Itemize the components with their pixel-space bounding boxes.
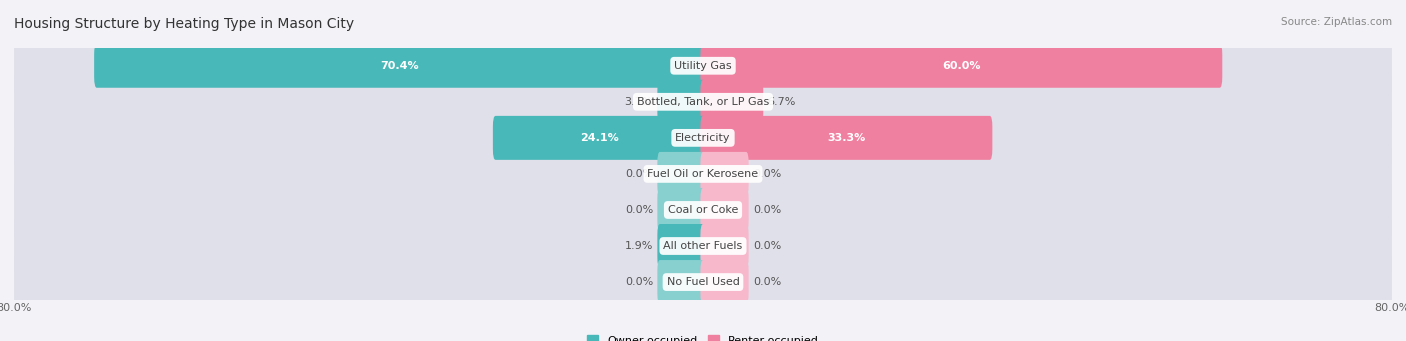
- Text: 0.0%: 0.0%: [624, 277, 652, 287]
- FancyBboxPatch shape: [700, 260, 748, 304]
- Text: 6.7%: 6.7%: [768, 97, 796, 107]
- FancyBboxPatch shape: [14, 109, 1392, 167]
- Text: 24.1%: 24.1%: [579, 133, 619, 143]
- FancyBboxPatch shape: [700, 80, 763, 124]
- FancyBboxPatch shape: [700, 116, 993, 160]
- Text: Fuel Oil or Kerosene: Fuel Oil or Kerosene: [647, 169, 759, 179]
- FancyBboxPatch shape: [658, 188, 706, 232]
- FancyBboxPatch shape: [494, 116, 706, 160]
- FancyBboxPatch shape: [14, 253, 1392, 311]
- FancyBboxPatch shape: [658, 224, 706, 268]
- FancyBboxPatch shape: [700, 224, 748, 268]
- FancyBboxPatch shape: [658, 260, 706, 304]
- FancyBboxPatch shape: [14, 73, 1392, 131]
- FancyBboxPatch shape: [658, 152, 706, 196]
- FancyBboxPatch shape: [700, 188, 748, 232]
- Text: 0.0%: 0.0%: [754, 277, 782, 287]
- Text: 0.0%: 0.0%: [754, 169, 782, 179]
- Text: Housing Structure by Heating Type in Mason City: Housing Structure by Heating Type in Mas…: [14, 17, 354, 31]
- Text: 0.0%: 0.0%: [624, 205, 652, 215]
- Text: 0.0%: 0.0%: [624, 169, 652, 179]
- Text: Utility Gas: Utility Gas: [675, 61, 731, 71]
- FancyBboxPatch shape: [14, 37, 1392, 94]
- FancyBboxPatch shape: [658, 80, 706, 124]
- Text: 0.0%: 0.0%: [754, 205, 782, 215]
- FancyBboxPatch shape: [14, 217, 1392, 275]
- Text: Bottled, Tank, or LP Gas: Bottled, Tank, or LP Gas: [637, 97, 769, 107]
- Text: Electricity: Electricity: [675, 133, 731, 143]
- FancyBboxPatch shape: [14, 145, 1392, 203]
- Legend: Owner-occupied, Renter-occupied: Owner-occupied, Renter-occupied: [582, 331, 824, 341]
- Text: 33.3%: 33.3%: [827, 133, 866, 143]
- Text: 0.0%: 0.0%: [754, 241, 782, 251]
- FancyBboxPatch shape: [700, 152, 748, 196]
- Text: No Fuel Used: No Fuel Used: [666, 277, 740, 287]
- Text: 1.9%: 1.9%: [624, 241, 652, 251]
- FancyBboxPatch shape: [94, 44, 706, 88]
- FancyBboxPatch shape: [700, 44, 1222, 88]
- Text: Source: ZipAtlas.com: Source: ZipAtlas.com: [1281, 17, 1392, 27]
- Text: 60.0%: 60.0%: [942, 61, 980, 71]
- Text: All other Fuels: All other Fuels: [664, 241, 742, 251]
- FancyBboxPatch shape: [14, 181, 1392, 239]
- Text: 3.7%: 3.7%: [624, 97, 652, 107]
- Text: Coal or Coke: Coal or Coke: [668, 205, 738, 215]
- Text: 70.4%: 70.4%: [381, 61, 419, 71]
